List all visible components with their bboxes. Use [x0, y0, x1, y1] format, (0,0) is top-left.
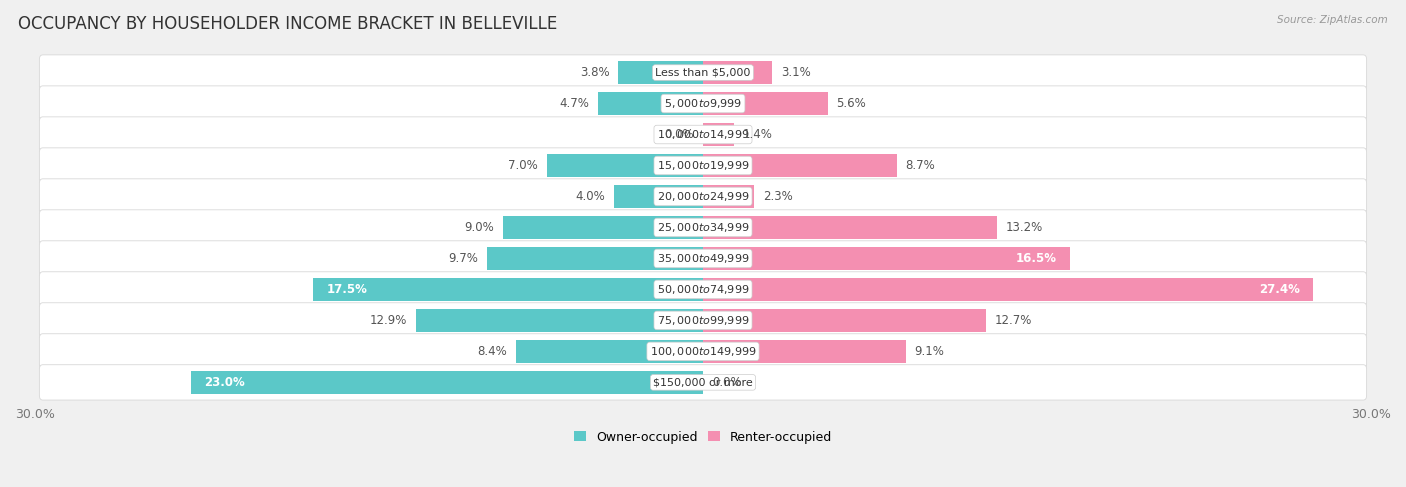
- Text: $75,000 to $99,999: $75,000 to $99,999: [657, 314, 749, 327]
- Bar: [516, 340, 703, 362]
- FancyBboxPatch shape: [39, 303, 1367, 338]
- Text: $20,000 to $24,999: $20,000 to $24,999: [657, 190, 749, 203]
- Bar: [703, 340, 905, 362]
- Legend: Owner-occupied, Renter-occupied: Owner-occupied, Renter-occupied: [568, 426, 838, 449]
- FancyBboxPatch shape: [39, 241, 1367, 276]
- Text: 27.4%: 27.4%: [1258, 283, 1299, 296]
- Text: 0.0%: 0.0%: [711, 376, 741, 389]
- FancyBboxPatch shape: [39, 272, 1367, 307]
- FancyBboxPatch shape: [39, 365, 1367, 400]
- Bar: [619, 61, 703, 84]
- Bar: [191, 371, 703, 393]
- Text: 0.0%: 0.0%: [665, 128, 695, 141]
- Bar: [703, 61, 772, 84]
- Text: 4.0%: 4.0%: [575, 190, 605, 203]
- Text: 4.7%: 4.7%: [560, 97, 589, 110]
- Bar: [703, 123, 734, 146]
- Bar: [547, 154, 703, 177]
- Text: 8.7%: 8.7%: [905, 159, 935, 172]
- Text: $15,000 to $19,999: $15,000 to $19,999: [657, 159, 749, 172]
- Text: $50,000 to $74,999: $50,000 to $74,999: [657, 283, 749, 296]
- Text: $100,000 to $149,999: $100,000 to $149,999: [650, 345, 756, 358]
- Text: 9.1%: 9.1%: [914, 345, 945, 358]
- Text: 2.3%: 2.3%: [763, 190, 793, 203]
- FancyBboxPatch shape: [39, 148, 1367, 183]
- Text: 23.0%: 23.0%: [204, 376, 245, 389]
- Bar: [703, 278, 1313, 300]
- Bar: [486, 247, 703, 270]
- Text: 9.0%: 9.0%: [464, 221, 494, 234]
- Text: 5.6%: 5.6%: [837, 97, 866, 110]
- Text: 1.4%: 1.4%: [744, 128, 773, 141]
- FancyBboxPatch shape: [39, 117, 1367, 152]
- FancyBboxPatch shape: [39, 55, 1367, 90]
- Bar: [703, 309, 986, 332]
- Bar: [703, 216, 997, 239]
- Bar: [703, 93, 828, 114]
- Text: $25,000 to $34,999: $25,000 to $34,999: [657, 221, 749, 234]
- Text: OCCUPANCY BY HOUSEHOLDER INCOME BRACKET IN BELLEVILLE: OCCUPANCY BY HOUSEHOLDER INCOME BRACKET …: [18, 15, 558, 33]
- Bar: [614, 186, 703, 207]
- Text: Source: ZipAtlas.com: Source: ZipAtlas.com: [1277, 15, 1388, 25]
- Text: $5,000 to $9,999: $5,000 to $9,999: [664, 97, 742, 110]
- Text: 8.4%: 8.4%: [477, 345, 508, 358]
- FancyBboxPatch shape: [39, 179, 1367, 214]
- Text: 13.2%: 13.2%: [1005, 221, 1043, 234]
- Text: 3.1%: 3.1%: [780, 66, 811, 79]
- Text: Less than $5,000: Less than $5,000: [655, 68, 751, 77]
- Text: 12.9%: 12.9%: [370, 314, 406, 327]
- Text: $35,000 to $49,999: $35,000 to $49,999: [657, 252, 749, 265]
- Bar: [703, 154, 897, 177]
- Text: 3.8%: 3.8%: [579, 66, 609, 79]
- Text: 7.0%: 7.0%: [509, 159, 538, 172]
- Bar: [599, 93, 703, 114]
- Bar: [703, 186, 754, 207]
- Bar: [314, 278, 703, 300]
- Text: 16.5%: 16.5%: [1017, 252, 1057, 265]
- Text: 12.7%: 12.7%: [994, 314, 1032, 327]
- Bar: [502, 216, 703, 239]
- Bar: [416, 309, 703, 332]
- Text: $150,000 or more: $150,000 or more: [654, 377, 752, 387]
- FancyBboxPatch shape: [39, 86, 1367, 121]
- Bar: [703, 247, 1070, 270]
- Text: 9.7%: 9.7%: [449, 252, 478, 265]
- Text: 17.5%: 17.5%: [326, 283, 367, 296]
- FancyBboxPatch shape: [39, 210, 1367, 245]
- Text: $10,000 to $14,999: $10,000 to $14,999: [657, 128, 749, 141]
- FancyBboxPatch shape: [39, 334, 1367, 369]
